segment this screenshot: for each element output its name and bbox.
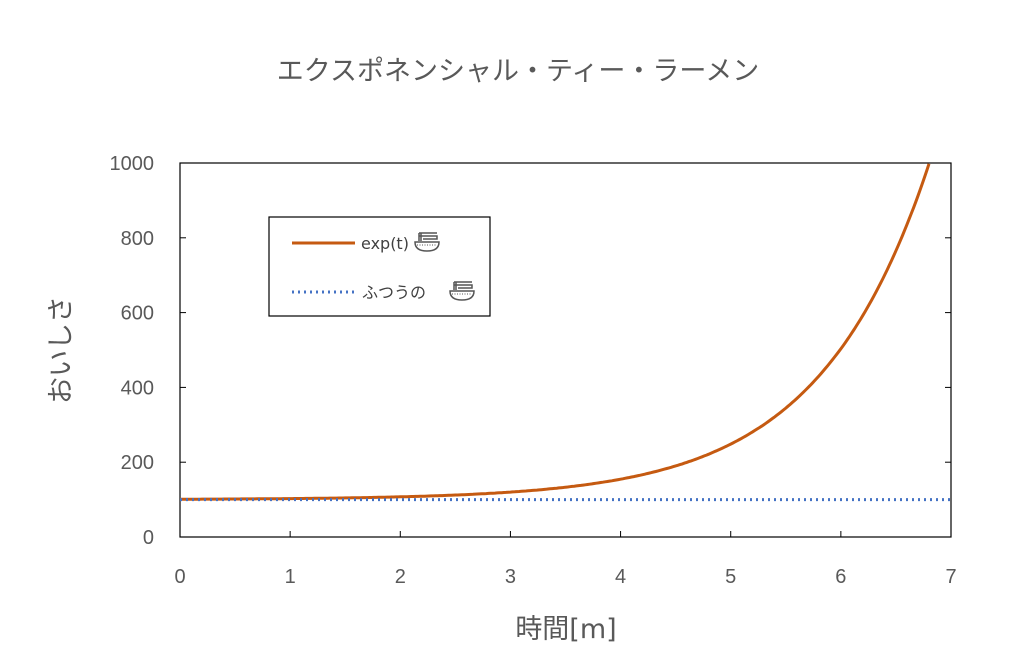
ramen-bowl-icon: [449, 281, 475, 301]
chart-title: エクスポネンシャル・ティー・ラーメン: [277, 56, 760, 87]
x-axis-label: 時間[m]: [515, 614, 616, 645]
y-axis-label: おいしさ: [46, 296, 77, 404]
legend-box: [268, 216, 491, 317]
y-tick-label: 0: [143, 527, 154, 549]
x-tick-label: 3: [505, 566, 516, 588]
x-tick-label: 5: [725, 566, 736, 588]
x-tick-label: 4: [615, 566, 626, 588]
x-tick-label: 6: [835, 566, 846, 588]
legend-label-normal: ふつうの: [362, 283, 426, 302]
legend: exp(t) ふつうの: [268, 216, 491, 317]
y-tick-label: 400: [121, 377, 154, 399]
y-tick-label: 600: [121, 303, 154, 325]
y-tick-label: 200: [121, 452, 154, 474]
x-tick-label: 1: [285, 566, 296, 588]
y-tick-label: 800: [121, 228, 154, 250]
x-tick-label: 7: [945, 566, 956, 588]
ramen-bowl-icon: [414, 232, 440, 252]
series-line-0: [180, 163, 931, 501]
plot-area: [179, 162, 952, 538]
x-tick-label: 0: [174, 566, 185, 588]
y-tick-label: 1000: [110, 153, 155, 175]
x-tick-label: 2: [395, 566, 406, 588]
legend-label-exp: exp(t): [361, 234, 409, 253]
